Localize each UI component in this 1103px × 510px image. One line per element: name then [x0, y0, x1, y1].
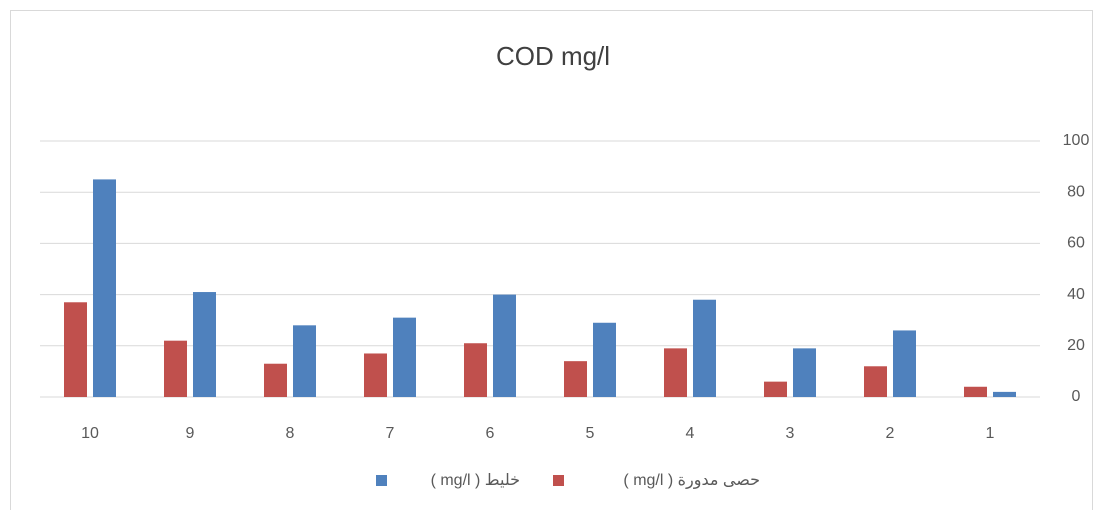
y-tick-label: 0 [1072, 388, 1081, 405]
x-tick-label: 6 [486, 425, 495, 442]
bar [793, 348, 816, 397]
x-tick-label: 7 [386, 425, 395, 442]
x-tick-label: 9 [186, 425, 195, 442]
bar [964, 386, 987, 397]
bar [64, 302, 87, 397]
x-tick-label: 1 [986, 425, 995, 442]
bar [564, 361, 587, 397]
bar [164, 340, 187, 397]
bar [264, 363, 287, 397]
bar [664, 348, 687, 397]
y-tick-label: 40 [1067, 286, 1085, 303]
bar [993, 391, 1016, 397]
bar [293, 325, 316, 397]
x-tick-label: 8 [286, 425, 295, 442]
legend-label: خليط ( mg/l ) [431, 472, 520, 489]
chart-title: COD mg/l [496, 41, 610, 71]
bar [193, 292, 216, 397]
y-tick-label: 80 [1067, 183, 1085, 200]
x-tick-label: 5 [586, 425, 595, 442]
legend-label: حصى مدورة ( mg/l ) [623, 472, 760, 490]
bar [593, 322, 616, 397]
bar [864, 366, 887, 397]
bar [893, 330, 916, 397]
bar [493, 294, 516, 397]
y-tick-label: 20 [1067, 337, 1085, 354]
x-tick-label: 10 [81, 425, 99, 442]
x-tick-label: 3 [786, 425, 795, 442]
bar [464, 343, 487, 397]
bar [764, 381, 787, 397]
legend-swatch [553, 475, 564, 486]
bar [364, 353, 387, 397]
y-tick-label: 100 [1063, 132, 1090, 149]
bar [693, 299, 716, 397]
x-tick-label: 4 [686, 425, 695, 442]
bar [393, 317, 416, 397]
chart-border [10, 10, 1093, 510]
bar [93, 179, 116, 397]
y-tick-label: 60 [1067, 235, 1085, 252]
x-tick-label: 2 [886, 425, 895, 442]
legend-swatch [376, 475, 387, 486]
